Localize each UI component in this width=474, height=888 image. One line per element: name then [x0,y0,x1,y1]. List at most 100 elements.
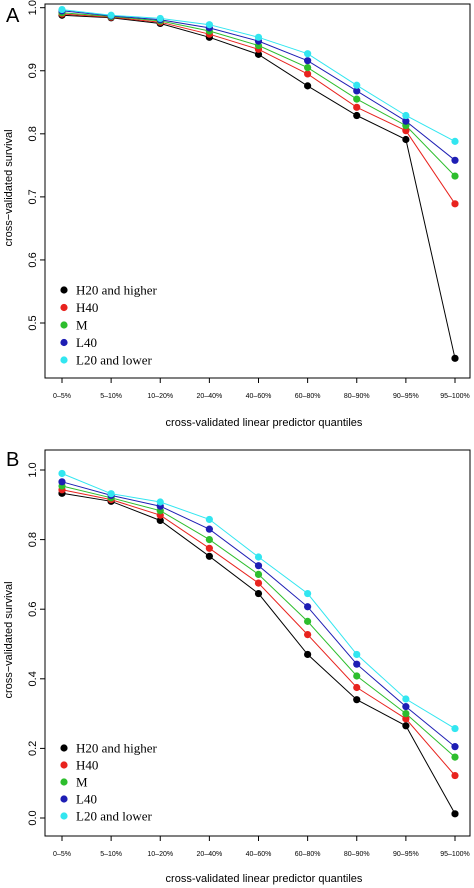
data-point [402,135,410,144]
y-tick-label: 0.5 [27,315,39,330]
x-tick-label: 60–80% [295,851,321,858]
panel-a-plot-frame [44,3,471,379]
panel-a-y-axis-title: cross−validated survival [3,129,15,246]
y-tick-label: 0.2 [27,741,39,756]
panel-b-x-axis-title: cross-validated linear predictor quantil… [166,873,363,885]
data-point [451,172,459,180]
y-tick-label: 0.8 [27,126,39,141]
data-point [402,111,410,120]
legend-marker [60,321,68,329]
data-point [451,753,459,761]
legend-label: M [76,318,88,333]
legend-label: H40 [76,758,98,773]
x-tick-label: 10–20% [147,851,173,858]
y-tick-label: 0.7 [27,189,39,204]
legend-marker [60,812,68,820]
y-tick-label: 0.8 [27,532,39,547]
data-point [304,650,312,659]
panel-b-legend: H20 and higher H40 M L40 L20 and lower [60,741,158,824]
legend-label: H20 and higher [76,283,158,298]
data-point [156,516,164,525]
data-point [58,5,66,14]
x-tick-label: 95–100% [440,851,470,858]
data-point [254,589,263,598]
data-point [353,81,361,89]
data-point [58,478,66,486]
data-point [304,70,312,78]
x-tick-label: 10–20% [147,393,173,400]
x-tick-label: 90–95% [393,851,419,858]
y-tick-label: 0.6 [27,252,39,267]
series-line [61,481,456,748]
x-tick-label: 20–40% [197,393,223,400]
x-tick-label: 0–5% [53,393,71,400]
legend-label: L40 [76,335,97,350]
data-point [205,552,213,560]
data-point [451,354,459,362]
data-point [254,50,263,58]
legend-label: M [76,775,88,790]
data-point [304,589,312,598]
series-line [61,492,456,815]
legend-marker [60,744,68,752]
data-point [451,810,459,818]
x-tick-label: 80–90% [344,393,370,400]
data-point [156,498,164,506]
legend-label: H40 [76,300,98,315]
x-tick-label: 0–5% [53,851,71,858]
data-point [402,722,410,730]
legend-marker [60,286,68,294]
y-tick-label: 1.0 [27,0,39,15]
panel-a-legend: H20 and higher H40 M L40 L20 and lower [60,283,158,368]
panel-b-plot-frame [44,449,471,837]
data-point [156,14,164,23]
x-tick-label: 5–10% [100,851,122,858]
data-point [353,103,361,111]
y-tick-label: 0.9 [27,63,39,78]
data-point [451,771,459,780]
panel-a-series-layer [58,5,459,362]
data-point [451,724,459,733]
data-point [304,82,312,90]
legend-label: L20 and lower [76,353,152,368]
data-point [353,696,361,704]
data-point [402,703,410,711]
legend-label: H20 and higher [76,741,158,756]
data-point [304,603,312,611]
data-point [451,200,459,208]
data-point [353,650,361,659]
x-tick-label: 60–80% [295,393,321,400]
series-line [61,485,456,758]
legend-marker [60,338,68,347]
series-line [61,10,456,161]
data-point [353,87,361,95]
data-point [304,50,312,58]
data-point [304,617,312,625]
data-point [451,156,459,164]
data-point [205,525,213,533]
legend-marker [60,795,68,803]
data-point [304,57,312,65]
panel-a-x-axis-title: cross-validated linear predictor quantil… [166,417,363,429]
data-point [254,562,263,570]
legend-label: L40 [76,792,97,807]
data-point [402,695,410,703]
y-tick-label: 0.6 [27,602,39,617]
data-point [205,544,213,552]
x-tick-label: 20–40% [197,851,223,858]
data-point [451,743,459,751]
legend-marker [60,778,68,786]
data-point [304,631,312,639]
data-point [254,33,263,41]
data-point [353,683,361,692]
x-tick-label: 40–60% [246,851,272,858]
panel-b-axes: 0–5% 5–10% 10–20% 20–40% 40–60% 60–80% 80–90% 9… [27,462,470,858]
data-point [402,715,410,723]
panel-a: A cross−validated survival cross-validat… [3,0,471,429]
panel-b-series-layer [58,469,459,818]
panel-b: B cross−validated survival cross-validat… [3,449,471,885]
data-point [205,21,213,29]
x-tick-label: 5–10% [100,393,122,400]
data-point [254,579,263,587]
